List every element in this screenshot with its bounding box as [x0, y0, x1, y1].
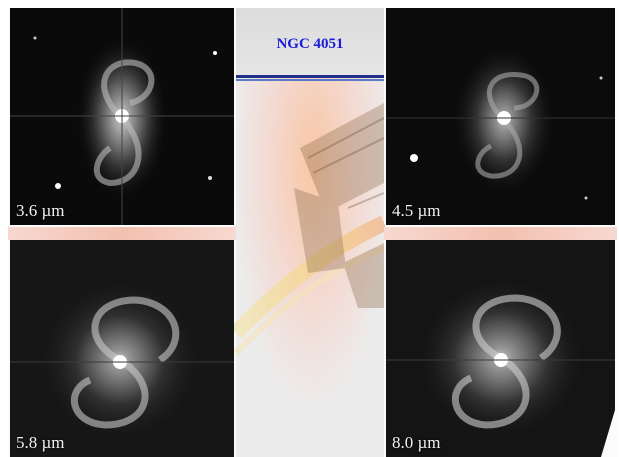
figure-title: NGC 4051: [276, 36, 344, 52]
title-underline-dark: [236, 75, 384, 78]
galaxy-panel-3-6um: 3.6 µm: [10, 8, 234, 225]
galaxy-image-8-0um: [386, 240, 615, 457]
galaxy-panel-8-0um: 8.0 µm: [386, 240, 615, 457]
band-right: [384, 227, 617, 240]
title-box: NGC 4051: [236, 8, 384, 78]
galaxy-image-4-5um: [386, 8, 615, 225]
wavelength-label: 8.0 µm: [392, 433, 441, 452]
galaxy-panel-4-5um: 4.5 µm: [386, 8, 615, 225]
wavelength-label: 4.5 µm: [392, 201, 441, 220]
galaxy-image-3-6um: [10, 8, 234, 225]
figure-frame: NGC 4051 3.6 µm: [8, 8, 617, 457]
spacecraft-backdrop-image: [230, 8, 388, 457]
title-underline-light: [236, 79, 384, 81]
wavelength-label: 3.6 µm: [16, 201, 65, 220]
galaxy-panel-5-8um: 5.8 µm: [10, 240, 234, 457]
band-left: [8, 227, 236, 240]
wavelength-label: 5.8 µm: [16, 433, 65, 452]
galaxy-image-5-8um: [10, 240, 234, 457]
